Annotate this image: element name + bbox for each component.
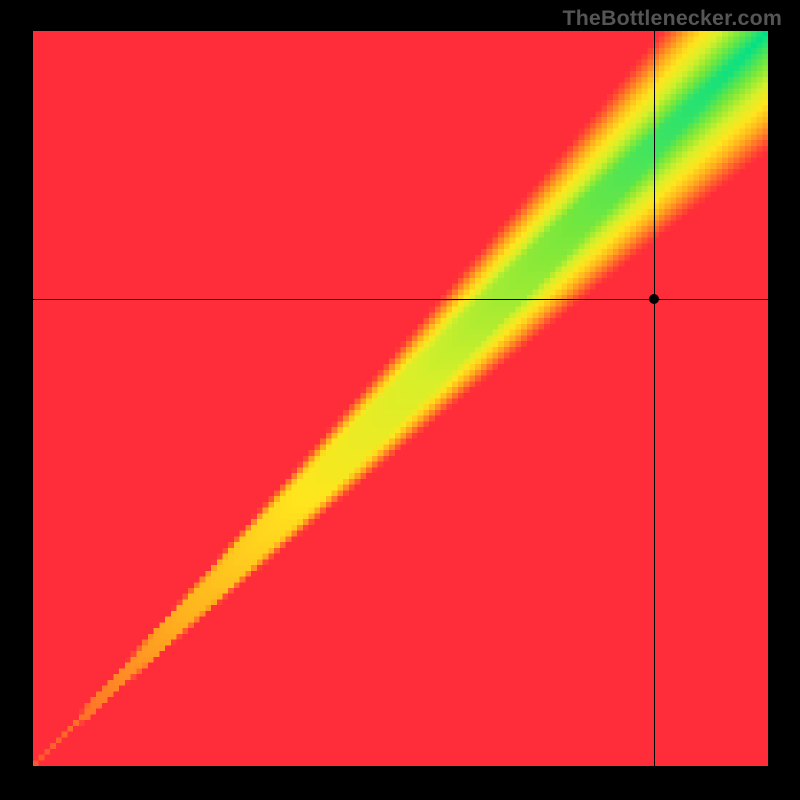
selection-marker [649, 294, 659, 304]
chart-container: TheBottlenecker.com [0, 0, 800, 800]
heatmap-canvas [33, 31, 768, 766]
watermark-text: TheBottlenecker.com [562, 6, 782, 31]
heatmap-area [33, 31, 768, 766]
crosshair-vertical [654, 31, 655, 766]
